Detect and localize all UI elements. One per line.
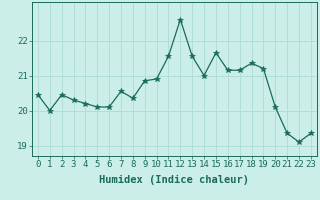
- X-axis label: Humidex (Indice chaleur): Humidex (Indice chaleur): [100, 175, 249, 185]
